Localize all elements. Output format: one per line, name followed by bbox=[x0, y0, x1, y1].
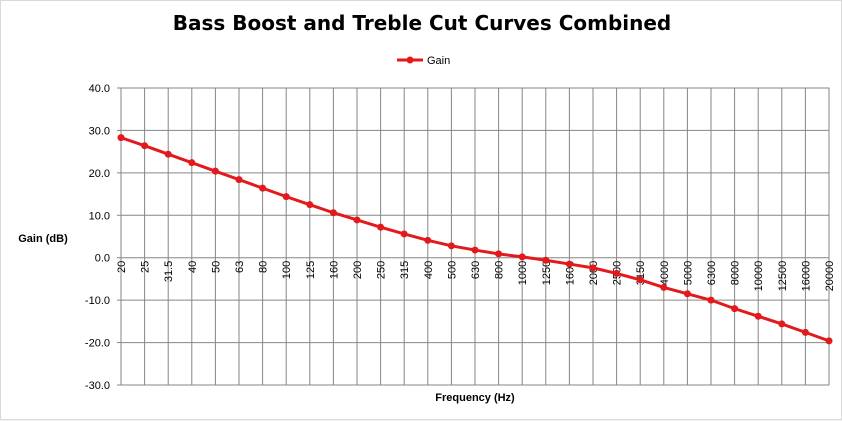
y-tick-label: 20.0 bbox=[89, 168, 110, 180]
x-tick-label: 1250 bbox=[541, 261, 553, 285]
data-point bbox=[141, 142, 149, 150]
legend-swatch-marker bbox=[406, 56, 414, 64]
x-tick-label: 400 bbox=[423, 261, 435, 279]
data-point bbox=[188, 159, 196, 167]
data-point bbox=[259, 184, 267, 192]
y-tick-label: 40.0 bbox=[89, 83, 110, 95]
x-tick-label: 40 bbox=[187, 261, 199, 273]
data-point bbox=[683, 290, 691, 298]
data-point bbox=[447, 242, 455, 250]
y-tick-label: -10.0 bbox=[85, 295, 110, 307]
x-tick-label: 315 bbox=[399, 261, 411, 279]
x-tick-label: 20000 bbox=[824, 261, 836, 292]
y-tick-label: 30.0 bbox=[89, 125, 110, 137]
x-tick-label: 31.5 bbox=[163, 261, 175, 282]
data-point bbox=[117, 134, 125, 142]
legend: Gain bbox=[397, 55, 450, 67]
data-point bbox=[565, 260, 573, 268]
data-point bbox=[754, 312, 762, 320]
x-tick-label: 500 bbox=[446, 261, 458, 279]
x-tick-label: 25 bbox=[140, 261, 152, 273]
data-point bbox=[211, 167, 219, 175]
x-tick-label: 5000 bbox=[682, 261, 694, 285]
legend-label: Gain bbox=[427, 55, 450, 67]
x-tick-label: 630 bbox=[470, 261, 482, 279]
data-point bbox=[613, 269, 621, 277]
x-tick-label: 50 bbox=[210, 261, 222, 273]
data-point bbox=[518, 253, 526, 261]
x-tick-label: 1000 bbox=[517, 261, 529, 285]
y-tick-label: 10.0 bbox=[89, 210, 110, 222]
x-tick-label: 10000 bbox=[753, 261, 765, 292]
data-point bbox=[825, 337, 833, 345]
chart-title: Bass Boost and Treble Cut Curves Combine… bbox=[173, 11, 672, 35]
y-axis-ticks: 40.0 30.0 20.0 10.0 0.0 -10.0 -20.0 -30.0 bbox=[85, 83, 121, 392]
x-tick-label: 16000 bbox=[800, 261, 812, 292]
data-point bbox=[542, 256, 550, 264]
data-point bbox=[424, 236, 432, 244]
data-point bbox=[377, 223, 385, 231]
x-tick-label: 80 bbox=[258, 261, 270, 273]
y-axis-label: Gain (dB) bbox=[18, 233, 68, 245]
x-tick-label: 63 bbox=[234, 261, 246, 273]
y-tick-label: -30.0 bbox=[85, 380, 110, 392]
data-point bbox=[495, 250, 503, 258]
x-tick-label: 2000 bbox=[588, 261, 600, 285]
data-point bbox=[282, 193, 290, 201]
data-point bbox=[707, 296, 715, 304]
x-tick-label: 8000 bbox=[730, 261, 742, 285]
data-point bbox=[164, 150, 172, 158]
data-point bbox=[778, 320, 786, 328]
data-point bbox=[400, 230, 408, 238]
x-tick-label: 20 bbox=[116, 261, 128, 273]
x-tick-label: 125 bbox=[305, 261, 317, 279]
x-tick-label: 4000 bbox=[659, 261, 671, 285]
data-point bbox=[235, 176, 243, 184]
data-point bbox=[636, 276, 644, 284]
y-tick-label: 0.0 bbox=[95, 253, 110, 265]
data-point bbox=[660, 283, 668, 291]
x-tick-label: 12500 bbox=[777, 261, 789, 292]
x-tick-label: 800 bbox=[494, 261, 506, 279]
x-tick-label: 200 bbox=[352, 261, 364, 279]
data-point bbox=[306, 201, 314, 209]
x-tick-label: 6300 bbox=[706, 261, 718, 285]
x-tick-label: 250 bbox=[376, 261, 388, 279]
y-tick-label: -20.0 bbox=[85, 338, 110, 350]
data-point bbox=[731, 305, 739, 313]
data-point bbox=[353, 216, 361, 224]
data-point bbox=[329, 209, 337, 217]
x-tick-label: 160 bbox=[328, 261, 340, 279]
x-tick-label: 100 bbox=[281, 261, 293, 279]
data-point bbox=[589, 264, 597, 272]
data-point bbox=[471, 246, 479, 254]
x-axis-label: Frequency (Hz) bbox=[435, 392, 515, 404]
data-point bbox=[801, 328, 809, 336]
series-layer bbox=[117, 134, 833, 345]
